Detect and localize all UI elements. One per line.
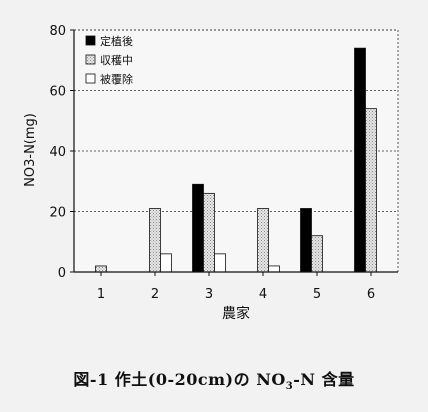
y-tick-label: 80 [49,24,66,39]
bar [300,208,312,273]
bar [311,235,323,273]
bar [149,208,161,273]
bar [365,108,377,273]
bar [257,208,269,273]
bar [95,265,107,273]
x-tick-label: 5 [313,287,321,302]
y-tick-label: 20 [49,206,66,221]
bar [192,183,204,273]
y-tick-label: 40 [49,145,66,160]
x-tick-label: 3 [205,287,213,302]
bar [160,253,172,273]
bar [268,265,280,273]
x-tick-label: 1 [97,287,105,302]
caption-suffix: -N 含量 [293,370,355,389]
x-axis-title: 農家 [222,305,250,322]
figure-caption: 図-1 作土(0-20cm)の NO3-N 含量 [0,366,428,392]
bar [354,47,366,273]
legend-swatch [85,73,96,84]
y-tick-label: 0 [58,266,66,281]
bar [203,192,215,273]
legend-label: 被覆除 [100,72,133,86]
x-tick-label: 6 [367,287,375,302]
x-tick-label: 4 [259,287,267,302]
bar [214,253,226,273]
legend-label: 定植後 [100,34,133,48]
caption-prefix: 図-1 作土(0-20cm)の NO [73,370,286,389]
caption-subscript: 3 [285,381,294,393]
axes: 0 20 40 60 80 1 2 3 4 5 6 [49,24,398,302]
y-axis-title: NO3-N(mg) [23,113,38,187]
legend-label: 収穫中 [100,54,133,67]
legend-swatch [85,54,96,65]
x-tick-label: 2 [151,287,159,302]
y-tick-label: 60 [49,85,66,100]
legend-swatch [85,35,96,46]
